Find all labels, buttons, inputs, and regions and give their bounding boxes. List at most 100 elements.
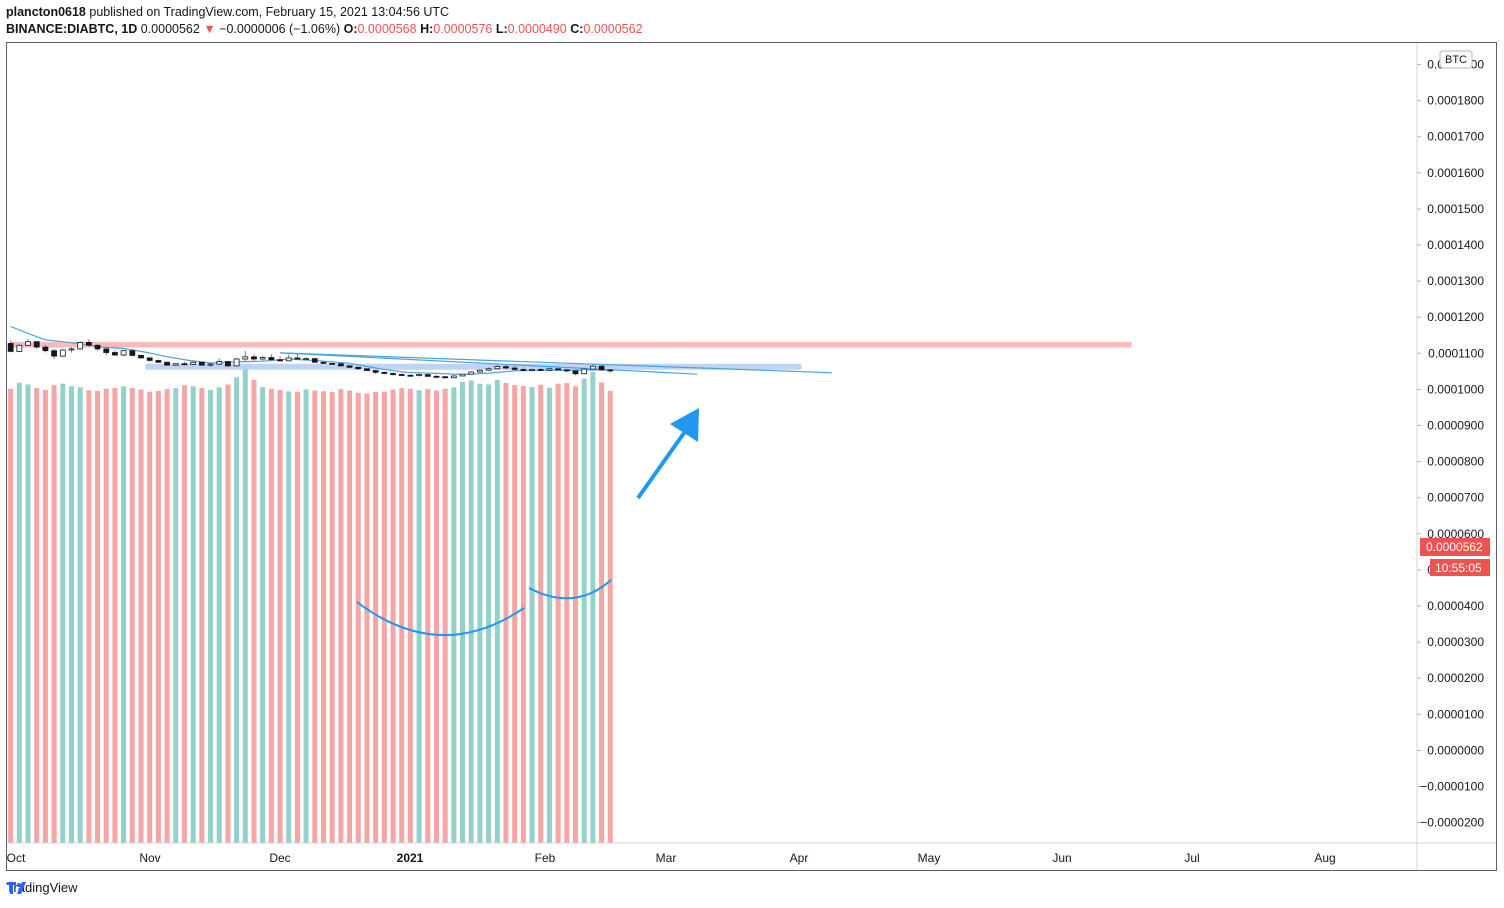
candle	[503, 364, 509, 370]
candle	[181, 361, 188, 366]
currency-badge-box	[1439, 50, 1473, 69]
open-label: O:	[343, 22, 358, 36]
volume-bar	[129, 388, 135, 843]
volume-bar	[303, 389, 309, 843]
candle	[42, 344, 49, 353]
candle	[190, 360, 197, 366]
candle-body	[172, 363, 179, 366]
candle-body	[146, 357, 153, 361]
x-tick-label: May	[918, 851, 941, 865]
x-tick-label: Jul	[1184, 851, 1199, 865]
published-text: published on TradingView.com, February 1…	[89, 5, 450, 19]
candle	[33, 341, 40, 349]
candle-body	[607, 369, 614, 372]
candle	[268, 354, 275, 361]
volume-bar	[581, 378, 587, 843]
y-tick-label: 0.0000100	[1427, 707, 1484, 721]
candle	[7, 340, 14, 353]
y-tick-label: 0.0000600	[1427, 527, 1484, 541]
candle-body	[112, 352, 118, 356]
candle-body	[164, 361, 170, 366]
trendline	[280, 352, 698, 375]
candle	[138, 354, 144, 359]
currency-badge: BTC	[1439, 50, 1473, 69]
y-tick-label: 0.0000800	[1427, 455, 1484, 469]
countdown-label: 10:55:05	[1435, 561, 1482, 575]
volume-bar	[268, 388, 274, 843]
volume-bar	[329, 392, 335, 843]
volume-bar	[486, 384, 492, 843]
tradingview-logo-icon[interactable]	[6, 880, 30, 896]
candle	[555, 366, 562, 371]
y-tick-label: 0.0001200	[1427, 310, 1484, 324]
x-tick-label: 2021	[397, 851, 424, 865]
volume-bar	[103, 388, 109, 843]
volume-bar	[477, 383, 483, 843]
moving-average-line	[10, 325, 611, 376]
volume-bar	[373, 392, 379, 843]
candle-body	[42, 346, 49, 352]
volume-bar	[42, 389, 48, 843]
candle-body	[520, 369, 527, 371]
candle-body	[155, 360, 162, 363]
candle	[77, 340, 84, 350]
countdown-box	[1430, 559, 1490, 576]
x-tick-label: Mar	[656, 851, 677, 865]
candle	[155, 359, 162, 363]
candle	[468, 371, 475, 375]
candle-body	[16, 344, 23, 352]
y-tick-label: 0.0001600	[1427, 166, 1484, 180]
candle	[485, 367, 492, 371]
volume-bar	[16, 382, 22, 843]
y-tick-label: 0.0001400	[1427, 238, 1484, 252]
candle	[563, 368, 570, 373]
candle	[225, 361, 231, 367]
candle-body	[242, 356, 249, 360]
volume-bar	[260, 386, 266, 843]
breakout-arrow-icon	[670, 408, 699, 442]
candle-body	[320, 361, 327, 364]
candle	[59, 348, 66, 357]
candle-body	[511, 367, 518, 370]
candle-body	[529, 369, 535, 371]
candle-body	[390, 373, 396, 375]
volume-bar	[546, 387, 552, 843]
rounding-bottom-curve	[356, 601, 525, 636]
x-tick-label: Oct	[7, 851, 26, 865]
candle	[233, 357, 240, 367]
candle	[372, 370, 379, 374]
volume-bar	[390, 389, 396, 843]
candle	[459, 373, 466, 377]
volume-bar	[112, 388, 118, 843]
candle-body	[251, 356, 257, 360]
candle-body	[216, 361, 223, 365]
candle-body	[442, 376, 449, 379]
y-tick-label: −0.0000100	[1420, 780, 1484, 794]
volume-bar	[399, 388, 405, 843]
candle-body	[233, 358, 240, 367]
candle	[572, 370, 579, 376]
candle-body	[68, 348, 75, 351]
volume-bar	[407, 388, 413, 843]
volume-bar	[555, 383, 561, 843]
candle-body	[424, 374, 431, 377]
candle-body	[433, 375, 440, 378]
volume-bar	[607, 390, 613, 843]
candle-body	[129, 350, 136, 356]
volume-bar	[68, 386, 74, 843]
currency-badge-label: BTC	[1445, 54, 1467, 66]
volume-bar	[347, 390, 353, 843]
y-tick-label: 0.0001100	[1428, 346, 1484, 360]
last-price-box	[1420, 538, 1490, 556]
support-line	[145, 363, 802, 370]
y-tick-label: 0.0000400	[1427, 599, 1484, 613]
candle-body	[416, 374, 422, 377]
author-name[interactable]: plancton0618	[6, 5, 86, 19]
x-tick-label: Dec	[269, 851, 290, 865]
candle	[424, 373, 431, 378]
candle-body	[190, 361, 197, 365]
candle-body	[555, 368, 562, 371]
volume-bar	[494, 379, 500, 843]
candle-body	[198, 361, 205, 366]
